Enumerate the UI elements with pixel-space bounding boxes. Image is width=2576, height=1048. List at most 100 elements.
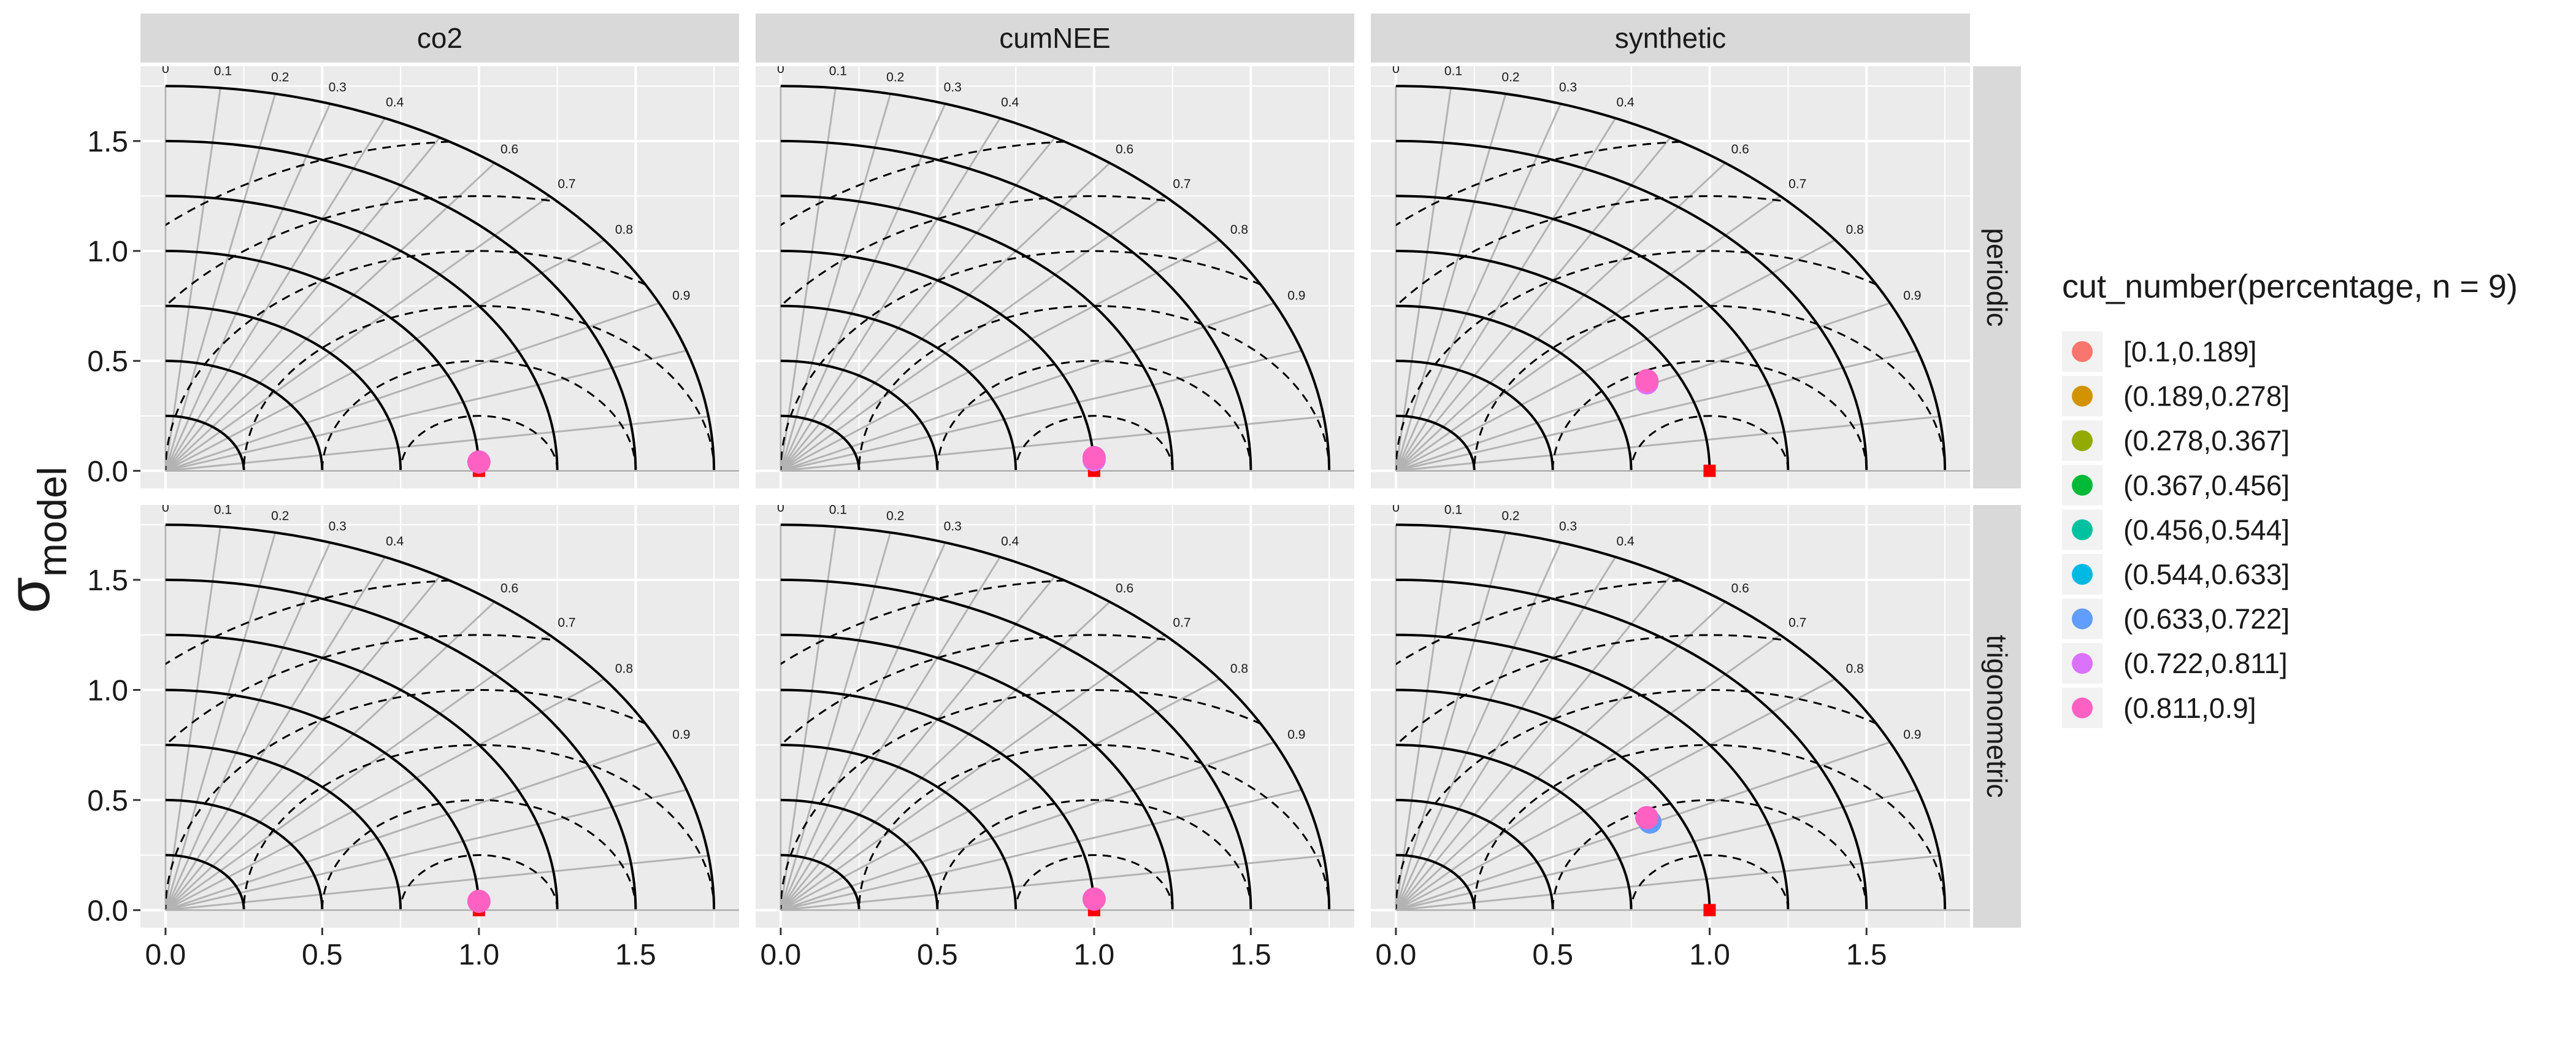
correlation-line [164, 526, 221, 911]
correlation-label: 0.3 [944, 80, 962, 94]
correlation-line [164, 93, 277, 471]
correlation-label: 0.4 [386, 534, 404, 549]
correlation-label: 0 [1392, 501, 1400, 515]
correlation-line [165, 788, 687, 911]
correlation-line [1395, 532, 1507, 911]
correlation-line [1395, 678, 1836, 911]
rmsd-arc [780, 688, 1330, 911]
correlation-label: 0.1 [829, 503, 847, 517]
correlation-label: 0.4 [1001, 534, 1019, 549]
correlation-label: 0.4 [1616, 534, 1635, 549]
correlation-line [780, 117, 1001, 472]
panel-content: 0 0.1 0.2 0.3 0.4 0.6 0.7 0.8 0.9 [756, 501, 1354, 928]
rmsd-arc [1630, 854, 1789, 911]
correlation-label: 0.6 [1731, 581, 1749, 595]
correlation-label: 0.7 [1173, 616, 1190, 630]
rmsd-arc [936, 799, 1252, 911]
correlation-line [165, 239, 605, 472]
x-tick-label: 1.0 [1074, 939, 1115, 971]
sd-arc [780, 414, 861, 471]
correlation-label: 0.8 [1846, 662, 1864, 676]
panel: 0 0.1 0.2 0.3 0.4 0.6 0.7 0.8 0.9 0.0 0.5 1.0 1.5 [87, 66, 739, 488]
x-tick-label: 1.5 [1230, 939, 1271, 971]
correlation-line [165, 350, 687, 472]
facet-column-label: synthetic [1615, 22, 1727, 54]
sd-arc [1395, 304, 1633, 471]
correlation-line [780, 855, 1324, 911]
sd-arc [1395, 360, 1554, 471]
correlation-line [165, 855, 709, 911]
correlation-line [1395, 350, 1918, 472]
facet-column-label: cumNEE [999, 22, 1110, 54]
correlation-line [165, 634, 550, 911]
sd-arc [1395, 798, 1554, 911]
sd-arc [780, 360, 939, 471]
legend-marker [2072, 341, 2093, 362]
panel: 0 0.1 0.2 0.3 0.4 0.6 0.7 0.8 0.9 [756, 66, 1354, 488]
legend-label: (0.367,0.456] [2123, 469, 2290, 501]
y-tick-label: 1.0 [87, 236, 128, 268]
data-point [1082, 445, 1106, 469]
correlation-label: 0.4 [1001, 96, 1019, 110]
sd-arc [1395, 414, 1476, 471]
sd-arc [1395, 195, 1790, 471]
x-tick-label: 0.0 [1376, 939, 1417, 971]
panel: 0 0.1 0.2 0.3 0.4 0.6 0.7 0.8 0.9 0.0 0.5 1.0 1.5 [1371, 501, 1970, 971]
correlation-label: 0.9 [1287, 289, 1305, 303]
panel-content: 0 0.1 0.2 0.3 0.4 0.6 0.7 0.8 0.9 [140, 66, 739, 488]
correlation-line [1395, 576, 1671, 911]
correlation-line [780, 195, 1165, 472]
correlation-label: 0.6 [1731, 142, 1749, 156]
correlation-line [164, 117, 386, 472]
x-tick-label: 0.0 [761, 939, 802, 971]
rmsd-arc [1552, 799, 1868, 911]
correlation-line [780, 634, 1165, 911]
facet-row-label: trigonometric [1981, 635, 2013, 798]
sd-arc [780, 798, 939, 911]
facet-strip [1371, 13, 1970, 63]
rmsd-arc [399, 415, 559, 471]
correlation-line [1395, 137, 1671, 472]
legend-marker [2072, 474, 2093, 496]
correlation-line [780, 532, 892, 911]
panel-content: 0 0.1 0.2 0.3 0.4 0.6 0.7 0.8 0.9 [756, 66, 1354, 488]
y-tick-label: 1.5 [87, 126, 128, 158]
correlation-line [1395, 195, 1781, 472]
correlation-label: 0.7 [558, 616, 575, 630]
correlation-line [164, 556, 386, 911]
sd-arc [165, 139, 637, 471]
x-tick-label: 1.0 [459, 939, 500, 971]
panel: 0 0.1 0.2 0.3 0.4 0.6 0.7 0.8 0.9 [1371, 62, 1970, 488]
correlation-line [780, 526, 837, 911]
correlation-label: 0 [777, 501, 784, 515]
data-point [467, 889, 491, 913]
correlation-line [164, 88, 221, 471]
legend-label: (0.811,0.9] [2123, 692, 2256, 724]
reference-point [1703, 904, 1716, 917]
legend-marker [2072, 519, 2093, 541]
correlation-line [165, 678, 605, 911]
sd-arc [780, 304, 1018, 471]
correlation-line [780, 350, 1302, 472]
facet-column-label: co2 [417, 22, 462, 54]
correlation-line [164, 162, 496, 472]
sd-arc [1395, 633, 1790, 911]
rmsd-arc [165, 250, 715, 471]
correlation-label: 0.8 [1230, 223, 1248, 237]
rmsd-arc [1014, 415, 1174, 471]
x-tick-label: 1.5 [615, 939, 656, 971]
sd-arc [780, 139, 1252, 471]
data-point [467, 450, 491, 474]
legend-title: cut_number(percentage, n = 9) [2062, 268, 2518, 305]
correlation-label: 0 [1392, 62, 1400, 76]
correlation-line [1395, 601, 1727, 911]
correlation-line [165, 195, 550, 472]
correlation-label: 0.9 [672, 728, 690, 742]
correlation-label: 0.3 [329, 519, 347, 533]
x-tick-label: 1.0 [1689, 939, 1730, 971]
correlation-label: 0.7 [1173, 177, 1190, 191]
data-point [1082, 887, 1106, 911]
correlation-line [164, 137, 441, 472]
panel-content: 0 0.1 0.2 0.3 0.4 0.6 0.7 0.8 0.9 [1371, 501, 1970, 928]
correlation-line [1395, 415, 1940, 472]
